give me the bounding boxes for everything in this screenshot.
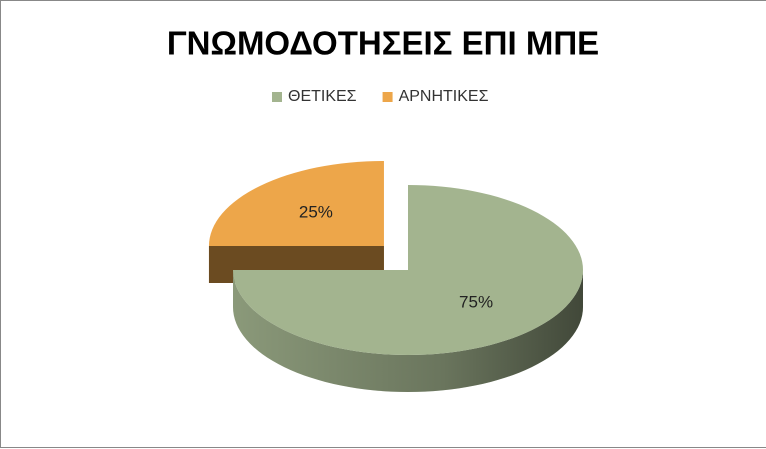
data-label: 75% (459, 293, 493, 312)
legend-label: ΘΕΤΙΚΕΣ (288, 88, 357, 105)
legend-swatch (272, 92, 282, 102)
data-label: 25% (299, 202, 333, 221)
slice-top (208, 160, 384, 246)
pie: 25% 75% (208, 160, 583, 392)
slice (208, 160, 384, 283)
slice (233, 185, 583, 392)
legend-label: ΑΡΝΗΤΙΚΕΣ (399, 88, 489, 105)
legend: ΘΕΤΙΚΕΣ ΑΡΝΗΤΙΚΕΣ (272, 88, 489, 105)
slice-side-shade (233, 270, 583, 392)
legend-swatch (382, 92, 393, 102)
chart-title: ΓΝΩΜΟΔΟΤΗΣΕΙΣ ΕΠΙ ΜΠΕ (167, 25, 599, 62)
slice-top (233, 185, 583, 355)
